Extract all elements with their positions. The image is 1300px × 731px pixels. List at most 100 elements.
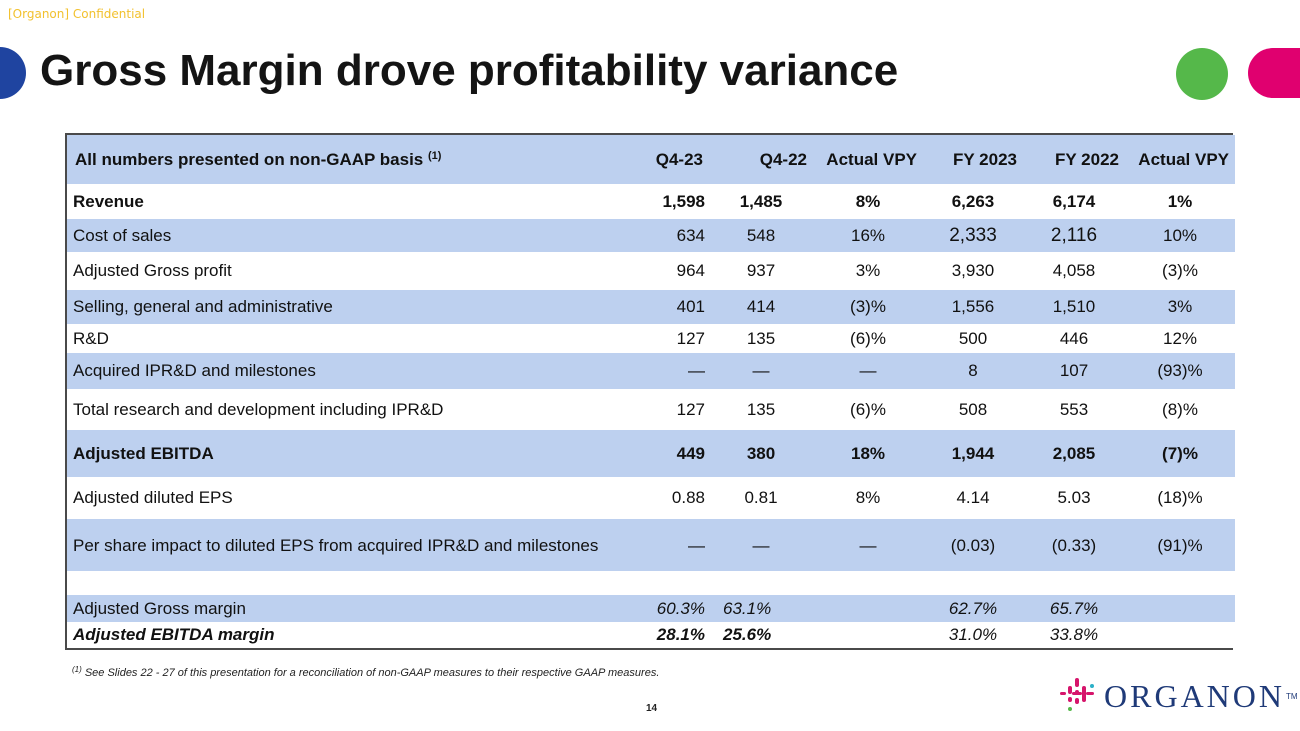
table-row-revenue: Revenue 1,598 1,485 8% 6,263 6,174 1% xyxy=(67,184,1235,219)
cell-actual-vpy-fy: (7)% xyxy=(1125,430,1235,477)
cell-actual-vpy-q: 8% xyxy=(813,477,923,519)
cell-q4-23 xyxy=(607,571,709,595)
organon-logo: ORGANON TM xyxy=(1058,676,1298,716)
cell-actual-vpy-q xyxy=(813,595,923,622)
table-row-sga: Selling, general and administrative 401 … xyxy=(67,290,1235,324)
table-row-adjusted-gross-profit: Adjusted Gross profit 964 937 3% 3,930 4… xyxy=(67,252,1235,290)
cell-actual-vpy-fy: (8)% xyxy=(1125,389,1235,430)
cell-fy-2023: 62.7% xyxy=(923,595,1023,622)
header-label: All numbers presented on non-GAAP basis … xyxy=(67,135,607,184)
row-label: Revenue xyxy=(67,184,607,219)
cell-actual-vpy-fy: 3% xyxy=(1125,290,1235,324)
cell-q4-22: 548 xyxy=(709,219,813,252)
row-label: Per share impact to diluted EPS from acq… xyxy=(67,519,607,571)
table-row-r-and-d: R&D 127 135 (6)% 500 446 12% xyxy=(67,324,1235,353)
cell-actual-vpy-fy xyxy=(1125,571,1235,595)
col-header-fy-2023: FY 2023 xyxy=(923,135,1023,184)
cell-fy-2022: 5.03 xyxy=(1023,477,1125,519)
cell-actual-vpy-fy: (3)% xyxy=(1125,252,1235,290)
cell-fy-2023: 500 xyxy=(923,324,1023,353)
cell-q4-23: 1,598 xyxy=(607,184,709,219)
cell-actual-vpy-q: 3% xyxy=(813,252,923,290)
cell-q4-23: 449 xyxy=(607,430,709,477)
row-label: Adjusted EBITDA xyxy=(67,430,607,477)
row-label: Adjusted EBITDA margin xyxy=(67,622,607,648)
cell-fy-2022: 6,174 xyxy=(1023,184,1125,219)
cell-q4-23: 60.3% xyxy=(607,595,709,622)
cell-q4-22: 63.1% xyxy=(709,595,813,622)
cell-actual-vpy-q: — xyxy=(813,353,923,389)
row-label: Selling, general and administrative xyxy=(67,290,607,324)
table-row-cost-of-sales: Cost of sales 634 548 16% 2,333 2,116 10… xyxy=(67,219,1235,252)
cell-fy-2022: 1,510 xyxy=(1023,290,1125,324)
col-header-q4-22: Q4-22 xyxy=(709,135,813,184)
cell-q4-22 xyxy=(709,571,813,595)
col-header-actual-vpy-q: Actual VPY xyxy=(813,135,923,184)
cell-fy-2023: (0.03) xyxy=(923,519,1023,571)
col-header-fy-2022: FY 2022 xyxy=(1023,135,1125,184)
organon-logo-text: ORGANON xyxy=(1104,677,1285,714)
table-header-row: All numbers presented on non-GAAP basis … xyxy=(67,135,1235,184)
cell-fy-2023: 1,944 xyxy=(923,430,1023,477)
page-number: 14 xyxy=(646,703,658,714)
cell-fy-2023: 3,930 xyxy=(923,252,1023,290)
cell-q4-23: — xyxy=(607,519,709,571)
cell-fy-2022: 107 xyxy=(1023,353,1125,389)
row-label: Adjusted Gross margin xyxy=(67,595,607,622)
brand-magenta-pill xyxy=(1248,48,1300,98)
cell-fy-2023: 508 xyxy=(923,389,1023,430)
cell-fy-2022: (0.33) xyxy=(1023,519,1125,571)
table-row-total-rd: Total research and development including… xyxy=(67,389,1235,430)
table-row-adjusted-ebitda: Adjusted EBITDA 449 380 18% 1,944 2,085 … xyxy=(67,430,1235,477)
footnote: (1) See Slides 22 - 27 of this presentat… xyxy=(72,665,659,679)
cell-q4-22: 1,485 xyxy=(709,184,813,219)
cell-actual-vpy-q xyxy=(813,622,923,648)
row-label: Adjusted Gross profit xyxy=(67,252,607,290)
table-row-spacer xyxy=(67,571,1235,595)
cell-q4-23: 0.88 xyxy=(607,477,709,519)
cell-fy-2022: 65.7% xyxy=(1023,595,1125,622)
cell-actual-vpy-fy xyxy=(1125,595,1235,622)
cell-fy-2022: 2,116 xyxy=(1023,219,1125,252)
cell-fy-2022 xyxy=(1023,571,1125,595)
cell-actual-vpy-fy: (91)% xyxy=(1125,519,1235,571)
cell-q4-23: 401 xyxy=(607,290,709,324)
cell-q4-22: — xyxy=(709,353,813,389)
cell-q4-22: 380 xyxy=(709,430,813,477)
table-row-per-share-impact: Per share impact to diluted EPS from acq… xyxy=(67,519,1235,571)
cell-actual-vpy-fy: 10% xyxy=(1125,219,1235,252)
cell-q4-23: 127 xyxy=(607,324,709,353)
cell-actual-vpy-q: (6)% xyxy=(813,324,923,353)
cell-q4-23: 964 xyxy=(607,252,709,290)
row-label: Total research and development including… xyxy=(67,389,607,430)
cell-fy-2023: 8 xyxy=(923,353,1023,389)
row-label: Cost of sales xyxy=(67,219,607,252)
cell-fy-2023: 6,263 xyxy=(923,184,1023,219)
cell-fy-2023: 2,333 xyxy=(923,219,1023,252)
brand-green-circle xyxy=(1176,48,1228,100)
cell-q4-23: 28.1% xyxy=(607,622,709,648)
table-row-acquired-iprd: Acquired IPR&D and milestones — — — 8 10… xyxy=(67,353,1235,389)
col-header-actual-vpy-fy: Actual VPY xyxy=(1125,135,1235,184)
cell-actual-vpy-fy: (93)% xyxy=(1125,353,1235,389)
cell-q4-22: 937 xyxy=(709,252,813,290)
cell-q4-23: 127 xyxy=(607,389,709,430)
cell-fy-2023: 31.0% xyxy=(923,622,1023,648)
cell-fy-2022: 553 xyxy=(1023,389,1125,430)
cell-q4-22: 25.6% xyxy=(709,622,813,648)
cell-q4-22: 135 xyxy=(709,324,813,353)
table-row-adjusted-diluted-eps: Adjusted diluted EPS 0.88 0.81 8% 4.14 5… xyxy=(67,477,1235,519)
cell-fy-2023: 1,556 xyxy=(923,290,1023,324)
cell-fy-2023 xyxy=(923,571,1023,595)
cell-actual-vpy-fy xyxy=(1125,622,1235,648)
brand-blue-circle xyxy=(0,47,26,99)
footnote-marker: (1) xyxy=(72,665,82,674)
col-header-q4-23: Q4-23 xyxy=(607,135,709,184)
cell-q4-22: 135 xyxy=(709,389,813,430)
cell-actual-vpy-q: 16% xyxy=(813,219,923,252)
footnote-text: See Slides 22 - 27 of this presentation … xyxy=(84,667,660,679)
cell-fy-2022: 4,058 xyxy=(1023,252,1125,290)
cell-actual-vpy-fy: 12% xyxy=(1125,324,1235,353)
cell-fy-2022: 33.8% xyxy=(1023,622,1125,648)
cell-q4-22: 414 xyxy=(709,290,813,324)
